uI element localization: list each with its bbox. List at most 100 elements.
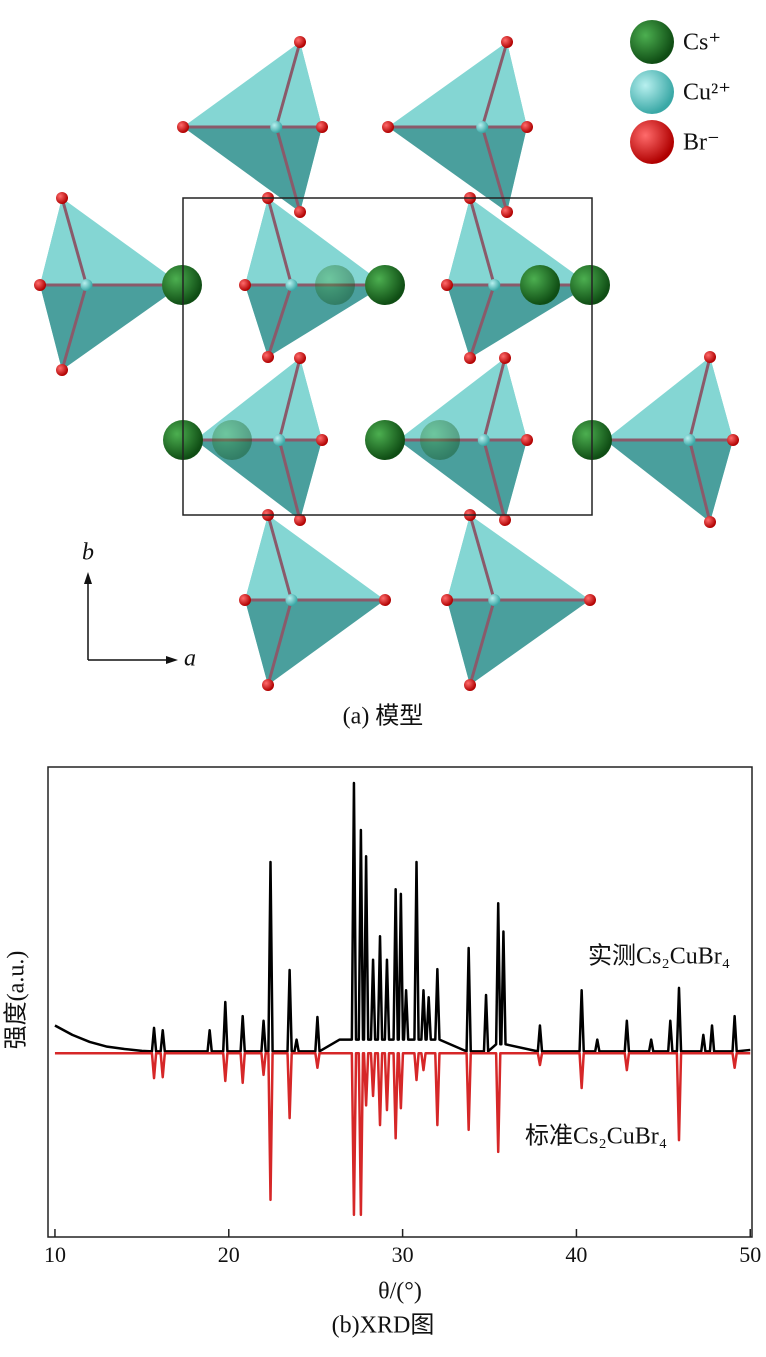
atom — [683, 434, 696, 446]
tetra-face — [245, 198, 385, 285]
bond — [274, 41, 302, 128]
xrd-line — [54, 781, 751, 1053]
atom — [285, 279, 298, 291]
bond — [482, 357, 507, 441]
atom — [499, 352, 511, 364]
atom — [704, 516, 716, 528]
x-tick-label: 30 — [392, 1242, 414, 1267]
atom — [630, 20, 674, 64]
tetra-face — [245, 515, 385, 600]
tetra-face — [605, 357, 733, 440]
atom — [212, 420, 252, 460]
atom — [162, 265, 202, 305]
atom — [630, 70, 674, 114]
legend-label: Br⁻ — [683, 130, 720, 156]
atom — [520, 265, 560, 305]
unit-cell — [182, 197, 593, 516]
tetra-face — [183, 42, 322, 127]
atom — [477, 434, 490, 446]
tetra-face — [195, 358, 322, 440]
x-tick-label: 10 — [44, 1242, 66, 1267]
y-axis-label: 强度(a.u.) — [3, 951, 30, 1050]
bond — [468, 514, 496, 601]
tetra-face — [245, 600, 385, 685]
tetra-face — [245, 285, 385, 357]
bond — [468, 284, 496, 359]
atom — [365, 265, 405, 305]
atom — [34, 279, 46, 291]
axis-b-label: b — [82, 540, 94, 566]
tetra-face — [183, 127, 322, 212]
arrow-head — [166, 656, 178, 664]
atom — [239, 594, 251, 606]
atom — [177, 121, 189, 133]
atom — [704, 351, 716, 363]
series-label: 标准Cs₂CuBr₄ — [525, 1123, 667, 1150]
tetra-face — [388, 42, 527, 127]
series-label: 实测Cs₂CuBr₄ — [588, 943, 730, 970]
bond — [266, 514, 293, 601]
atom — [294, 206, 306, 218]
tetra-face — [447, 285, 590, 358]
atom — [316, 121, 328, 133]
tetra-face — [40, 285, 182, 370]
x-tick-label: 20 — [218, 1242, 240, 1267]
atom — [315, 265, 355, 305]
tetra-face — [447, 600, 590, 685]
bond — [277, 357, 302, 441]
atom — [365, 420, 405, 460]
atom — [382, 121, 394, 133]
crystal-model — [34, 20, 739, 691]
atom — [630, 120, 674, 164]
bond — [60, 197, 88, 286]
bond — [468, 599, 496, 686]
atom — [584, 594, 596, 606]
atom — [294, 514, 306, 526]
atom — [56, 192, 68, 204]
axis-a-label: a — [184, 646, 196, 672]
chart-caption: (b)XRD图 — [332, 1313, 435, 1339]
atom — [316, 434, 328, 446]
bond — [266, 599, 293, 686]
atom — [262, 351, 274, 363]
bond — [60, 284, 88, 371]
bond — [266, 197, 293, 286]
atom — [727, 434, 739, 446]
tetra-face — [195, 440, 322, 520]
tetra-face — [447, 515, 590, 600]
bond — [688, 439, 712, 523]
atom — [270, 121, 283, 133]
atom — [488, 594, 501, 606]
tetra-face — [447, 198, 590, 285]
legend-label: Cs⁺ — [683, 30, 721, 56]
xrd-line — [54, 1051, 751, 1217]
bond — [688, 356, 712, 441]
x-axis-label: θ/(°) — [378, 1279, 422, 1305]
atom — [273, 434, 286, 446]
atom — [285, 594, 298, 606]
atom — [80, 279, 93, 291]
legend-label: Cu²⁺ — [683, 80, 731, 106]
atom — [501, 206, 513, 218]
bond — [277, 439, 302, 521]
atom — [239, 279, 251, 291]
atom — [501, 36, 513, 48]
atom — [488, 279, 501, 291]
atom — [56, 364, 68, 376]
tetra-face — [388, 127, 527, 212]
atom — [441, 279, 453, 291]
atom — [262, 679, 274, 691]
atom — [464, 352, 476, 364]
atom — [294, 352, 306, 364]
tetra-face — [398, 440, 527, 520]
atom — [521, 434, 533, 446]
atom — [379, 594, 391, 606]
arrow-head — [84, 572, 92, 584]
atom — [499, 514, 511, 526]
atom — [420, 420, 460, 460]
bond — [468, 197, 496, 286]
atom — [521, 121, 533, 133]
x-tick-label: 40 — [565, 1242, 587, 1267]
